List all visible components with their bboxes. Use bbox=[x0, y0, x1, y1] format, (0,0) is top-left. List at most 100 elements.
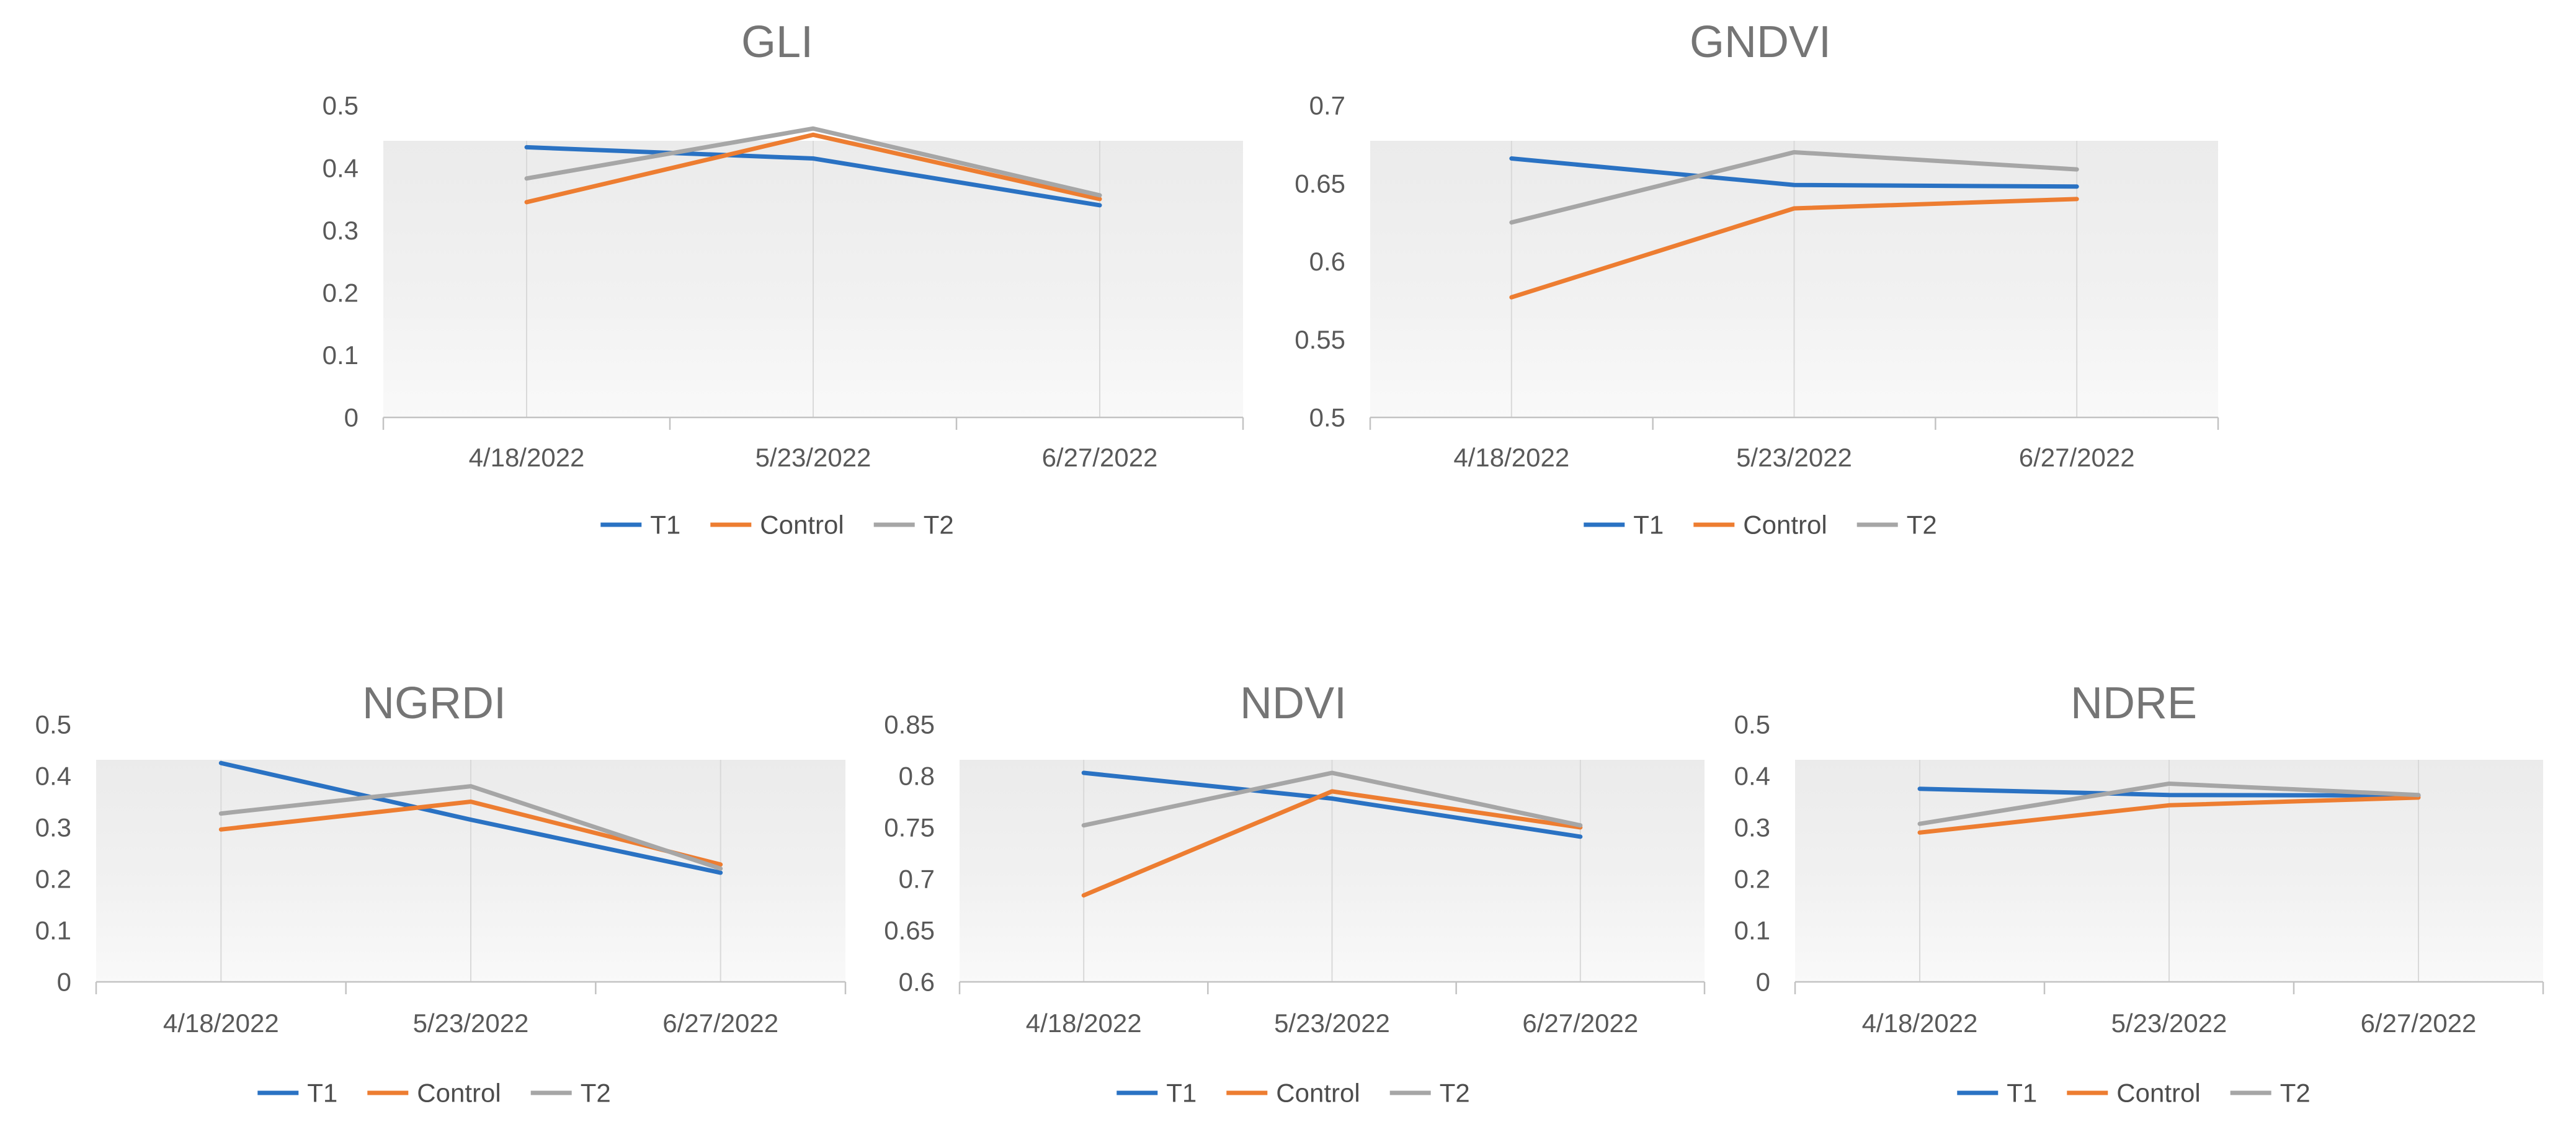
legend-item-t1: T1 bbox=[257, 1079, 337, 1108]
y-tick-label: 0.3 bbox=[323, 216, 359, 245]
x-tick-label: 6/27/2022 bbox=[662, 1009, 778, 1038]
y-tick-label: 0 bbox=[1756, 968, 1770, 997]
series-line-control bbox=[1081, 789, 1583, 898]
series-line-t2 bbox=[1509, 149, 2079, 225]
legend-label-t2: T2 bbox=[2280, 1079, 2311, 1108]
y-tick-label: 0.1 bbox=[35, 916, 71, 945]
chart-gndvi: 0.7 0.65 0.6 0.55 0.5 4/18/2022 5/23/2022 6/27/… bbox=[1295, 17, 2219, 540]
legend-gndvi: T1 Control T2 bbox=[1584, 510, 1937, 540]
legend-label-t1: T1 bbox=[2007, 1079, 2037, 1108]
x-tick-label: 4/18/2022 bbox=[469, 443, 585, 472]
y-tick-label: 0.1 bbox=[323, 341, 359, 370]
y-tick-label: 0.75 bbox=[884, 813, 935, 842]
series-line-control bbox=[218, 800, 723, 867]
y-tick-label: 0.2 bbox=[323, 278, 359, 308]
chart-ngrdi: 0.5 0.4 0.3 0.2 0.1 0 4/18/2022 5/23/2022 6/27/2… bbox=[35, 679, 847, 1108]
legend-label-t1: T1 bbox=[307, 1079, 337, 1108]
y-tick-label: 0.6 bbox=[899, 968, 935, 997]
y-tick-label: 0.4 bbox=[1734, 762, 1770, 791]
y-tick-label: 0.55 bbox=[1295, 325, 1345, 354]
series-line-t1 bbox=[1509, 156, 2079, 189]
y-tick-label: 0.5 bbox=[1734, 710, 1770, 739]
chart-title-ndvi: NDVI bbox=[1240, 679, 1347, 728]
series-line-t1 bbox=[524, 145, 1102, 208]
legend-label-t2: T2 bbox=[581, 1079, 611, 1108]
x-tick-label: 6/27/2022 bbox=[1042, 443, 1158, 472]
y-tick-label: 0 bbox=[344, 403, 359, 432]
legend-item-t1: T1 bbox=[1957, 1079, 2037, 1108]
y-tick-label: 0.7 bbox=[1309, 91, 1345, 120]
series-line-control bbox=[1509, 197, 2079, 300]
x-tick-label: 4/18/2022 bbox=[163, 1009, 279, 1038]
chart-ndvi: 0.85 0.8 0.75 0.7 0.65 0.6 4/18/2022 5/23/2022 6… bbox=[884, 679, 1706, 1108]
legend-label-t1: T1 bbox=[1166, 1079, 1197, 1108]
series-line-t2 bbox=[524, 126, 1102, 198]
y-tick-label: 0.85 bbox=[884, 710, 935, 739]
legend-item-control: Control bbox=[367, 1079, 501, 1108]
legend-item-control: Control bbox=[2067, 1079, 2201, 1108]
legend-item-t2: T2 bbox=[530, 1079, 611, 1108]
chart-title-gndvi: GNDVI bbox=[1690, 17, 1831, 67]
y-tick-label: 0.6 bbox=[1309, 247, 1345, 276]
legend-label-t1: T1 bbox=[1633, 510, 1664, 540]
chart-title-gli: GLI bbox=[741, 17, 813, 67]
legend-item-t2: T2 bbox=[1856, 510, 1937, 540]
x-tick-label: 4/18/2022 bbox=[1862, 1009, 1978, 1038]
legend-gli: T1 Control T2 bbox=[600, 510, 954, 540]
y-tick-label: 0.65 bbox=[1295, 169, 1345, 198]
legend-label-t1: T1 bbox=[650, 510, 680, 540]
legend-label-t2: T2 bbox=[924, 510, 954, 540]
x-tick-label: 6/27/2022 bbox=[2019, 443, 2135, 472]
legend-item-control: Control bbox=[710, 510, 844, 540]
legend-item-t2: T2 bbox=[2230, 1079, 2311, 1108]
y-tick-label: 0.65 bbox=[884, 916, 935, 945]
x-tick-label: 5/23/2022 bbox=[413, 1009, 529, 1038]
legend-label-t2: T2 bbox=[1440, 1079, 1470, 1108]
y-tick-label: 0.2 bbox=[35, 865, 71, 894]
legend-item-t1: T1 bbox=[1584, 510, 1664, 540]
x-tick-label: 5/23/2022 bbox=[755, 443, 871, 472]
legend-item-t1: T1 bbox=[1116, 1079, 1197, 1108]
x-tick-label: 5/23/2022 bbox=[2111, 1009, 2227, 1038]
x-tick-label: 5/23/2022 bbox=[1274, 1009, 1390, 1038]
y-tick-label: 0.4 bbox=[35, 762, 71, 791]
legend-label-control: Control bbox=[417, 1079, 501, 1108]
legend-ndre: T1 Control T2 bbox=[1957, 1079, 2311, 1108]
legend-ngrdi: T1 Control T2 bbox=[257, 1079, 611, 1108]
x-tick-label: 5/23/2022 bbox=[1736, 443, 1852, 472]
y-tick-label: 0 bbox=[57, 968, 71, 997]
chart-title-ngrdi: NGRDI bbox=[362, 679, 506, 728]
legend-item-control: Control bbox=[1693, 510, 1827, 540]
chart-gli: 0.5 0.4 0.3 0.2 0.1 0 4/18/2022 5/23/2022 6/27/2… bbox=[323, 17, 1244, 540]
legend-label-control: Control bbox=[760, 510, 844, 540]
legend-label-control: Control bbox=[1743, 510, 1827, 540]
legend-label-control: Control bbox=[1276, 1079, 1360, 1108]
y-tick-label: 0.4 bbox=[323, 153, 359, 182]
y-tick-label: 0.5 bbox=[1309, 403, 1345, 432]
series-line-t2 bbox=[1081, 770, 1583, 828]
y-tick-label: 0.5 bbox=[35, 710, 71, 739]
legend-label-control: Control bbox=[2116, 1079, 2200, 1108]
x-tick-label: 4/18/2022 bbox=[1453, 443, 1569, 472]
legend-label-t2: T2 bbox=[1907, 510, 1937, 540]
series-line-t1 bbox=[1081, 770, 1583, 839]
series-line-t2 bbox=[1917, 781, 2421, 826]
y-tick-label: 0.5 bbox=[323, 91, 359, 120]
x-tick-label: 4/18/2022 bbox=[1026, 1009, 1142, 1038]
y-tick-label: 0.3 bbox=[1734, 813, 1770, 842]
y-tick-label: 0.2 bbox=[1734, 865, 1770, 894]
legend-ndvi: T1 Control T2 bbox=[1116, 1079, 1470, 1108]
legend-item-t1: T1 bbox=[600, 510, 680, 540]
series-line-t1 bbox=[1917, 786, 2421, 798]
legend-item-control: Control bbox=[1226, 1079, 1360, 1108]
chart-title-ndre: NDRE bbox=[2070, 679, 2197, 728]
legend-item-t2: T2 bbox=[1389, 1079, 1470, 1108]
legend-item-t2: T2 bbox=[873, 510, 954, 540]
x-tick-label: 6/27/2022 bbox=[2361, 1009, 2477, 1038]
y-tick-label: 0.3 bbox=[35, 813, 71, 842]
y-tick-label: 0.7 bbox=[899, 865, 935, 894]
chart-ndre: 0.5 0.4 0.3 0.2 0.1 0 4/18/2022 5/23/2022 6/27/2… bbox=[1734, 679, 2544, 1108]
series-line-control bbox=[524, 132, 1102, 205]
series-line-t2 bbox=[218, 784, 723, 871]
